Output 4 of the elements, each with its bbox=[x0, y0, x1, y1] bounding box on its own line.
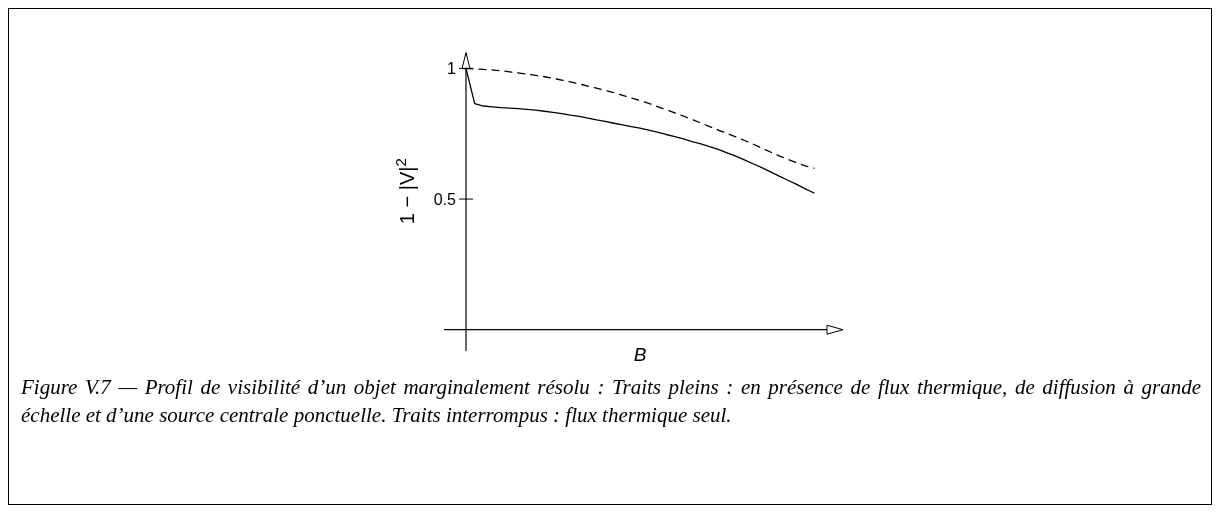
y-tick-label: 1 bbox=[447, 59, 457, 77]
y-tick-label: 0.5 bbox=[433, 190, 457, 208]
text: Figure V.7 — Profil de visibilité d’un objet marginalement résolu : Traits pleins : en présence de flux thermique, de diffusion à grande échelle et d’une source centrale ponctuelle. Traits interrompus : flux thermique seul. bbox=[21, 374, 1201, 429]
x-axis-title: B bbox=[633, 344, 647, 365]
